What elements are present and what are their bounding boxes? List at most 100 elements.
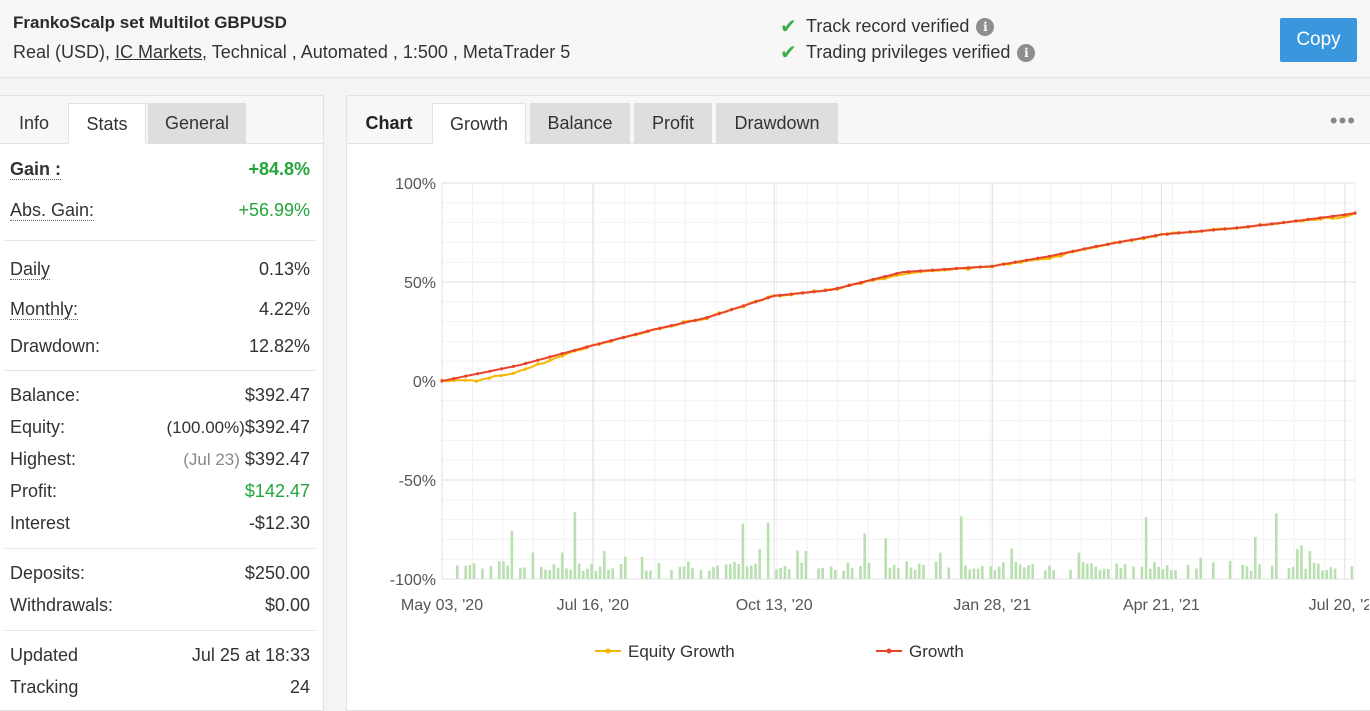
stat-interest: Interest -$12.30	[10, 510, 310, 536]
copy-button[interactable]: Copy	[1280, 18, 1357, 62]
volume-bar	[708, 570, 711, 579]
volume-bar	[1212, 562, 1215, 579]
tab-stats[interactable]: Stats	[68, 103, 146, 144]
volume-bar	[939, 552, 942, 579]
x-tick-label: Jul 16, '20	[557, 597, 630, 614]
growth-line-point	[823, 288, 828, 293]
tab-drawdown[interactable]: Drawdown	[716, 103, 838, 144]
volume-bar	[1090, 563, 1093, 579]
stat-label: Interest	[10, 512, 71, 533]
stat-label: Withdrawals:	[10, 594, 114, 615]
volume-bar	[1010, 548, 1013, 579]
stat-value: (Jul 23) $392.47	[183, 449, 310, 470]
volume-bar	[846, 562, 850, 579]
account-header: FrankoScalp set Multilot GBPUSD Real (US…	[0, 0, 1370, 78]
volume-bar	[989, 566, 992, 579]
growth-line-point	[597, 342, 601, 346]
x-tick-label: Oct 13, '20	[736, 597, 813, 614]
growth-line-point	[452, 377, 456, 381]
volume-bar	[859, 566, 862, 579]
growth-line-point	[1331, 214, 1335, 218]
volume-bar	[750, 565, 753, 579]
stat-label[interactable]: Daily	[10, 258, 51, 280]
volume-bar	[1170, 570, 1173, 579]
volume-bar	[1254, 536, 1257, 579]
growth-line-point	[1024, 258, 1029, 262]
divider	[5, 548, 315, 549]
volume-bar	[1321, 570, 1324, 579]
volume-bar	[1144, 517, 1148, 579]
stat-drawdown: Drawdown: 12.82%	[10, 333, 310, 359]
volume-bars	[456, 511, 1354, 579]
volume-bar	[657, 563, 661, 579]
legend-label: Equity Growth	[628, 642, 735, 661]
info-icon[interactable]: i	[1017, 43, 1036, 62]
stat-label: Tracking	[10, 676, 79, 697]
broker-link[interactable]: IC Markets	[115, 42, 203, 62]
growth-line-point	[1270, 222, 1274, 226]
volume-bar	[598, 566, 602, 579]
stat-value: +56.99%	[238, 199, 310, 220]
y-tick-label: 0%	[413, 374, 436, 391]
equity-growth-line-point	[1059, 254, 1063, 258]
volume-bar	[464, 565, 467, 579]
volume-bar	[1174, 570, 1177, 579]
volume-bar	[1325, 569, 1328, 579]
growth-line-point	[978, 265, 982, 269]
stat-value: $0.00	[264, 594, 310, 615]
volume-bar	[619, 564, 623, 579]
volume-bar	[645, 570, 648, 579]
stat-withdrawals: Withdrawals: $0.00	[10, 592, 310, 618]
more-options-icon[interactable]: •••	[1329, 108, 1356, 133]
growth-line-point	[646, 329, 650, 333]
divider	[5, 240, 315, 241]
equity-growth-line-point	[560, 354, 564, 358]
info-icon[interactable]: i	[976, 17, 995, 36]
volume-bar	[456, 565, 459, 579]
growth-line-point	[812, 290, 816, 294]
volume-bar	[1350, 566, 1354, 579]
growth-line-point	[1059, 252, 1063, 256]
tab-chart[interactable]: Chart	[365, 113, 413, 133]
stat-label[interactable]: Gain :	[10, 158, 62, 180]
volume-bar	[1300, 545, 1303, 579]
y-tick-label: 50%	[404, 275, 436, 292]
y-tick-label: 100%	[395, 176, 436, 193]
tab-info[interactable]: Info	[18, 113, 50, 133]
volume-bar	[766, 522, 770, 579]
account-details: Real (USD), IC Markets, Technical , Auto…	[13, 42, 570, 63]
growth-line-point	[634, 332, 638, 336]
stat-label[interactable]: Monthly:	[10, 298, 79, 320]
volume-bar	[1077, 552, 1081, 579]
volume-bar	[678, 566, 682, 579]
growth-line-point	[717, 312, 721, 316]
growth-line-point	[1343, 213, 1347, 217]
verify-label: Trading privileges verified	[806, 42, 1011, 62]
volume-bar	[1304, 568, 1307, 579]
tab-balance[interactable]: Balance	[530, 103, 630, 144]
checkmark-icon: ✔	[780, 16, 797, 38]
stat-profit: Profit: $142.47	[10, 478, 310, 504]
x-tick-label: May 03, '20	[401, 597, 483, 614]
growth-line-point	[572, 348, 577, 352]
x-tick-label: Jul 20, '21	[1309, 597, 1369, 614]
volume-bar	[913, 569, 917, 579]
stat-label[interactable]: Abs. Gain:	[10, 199, 95, 221]
volume-bar	[1107, 569, 1110, 579]
volume-bar	[884, 538, 887, 579]
tab-profit[interactable]: Profit	[634, 103, 712, 144]
growth-line-point	[1013, 260, 1017, 264]
growth-line-point	[883, 275, 887, 279]
tab-general[interactable]: General	[148, 103, 246, 144]
volume-bar	[1094, 566, 1097, 579]
volume-bar	[1317, 563, 1320, 579]
volume-bar	[968, 569, 971, 579]
divider	[5, 370, 315, 371]
growth-line-point	[488, 369, 492, 373]
volume-bar	[670, 570, 673, 579]
stat-abs-gain: Abs. Gain: +56.99%	[10, 197, 310, 223]
volume-bar	[888, 567, 892, 579]
stat-value: 12.82%	[248, 335, 310, 356]
volume-bar	[729, 564, 732, 579]
tab-growth[interactable]: Growth	[432, 103, 526, 144]
